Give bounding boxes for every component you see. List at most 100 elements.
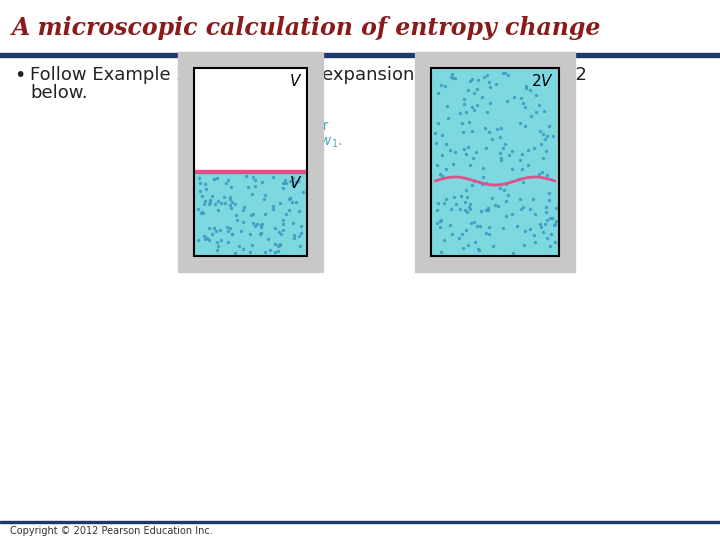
Point <box>269 239 281 248</box>
Point <box>497 69 508 77</box>
Point <box>450 73 462 82</box>
Point <box>199 179 211 188</box>
Point <box>211 246 222 254</box>
Point <box>434 217 446 226</box>
Text: Gas occupies: Gas occupies <box>200 105 292 119</box>
Point <box>462 85 474 94</box>
Point <box>209 174 220 183</box>
Point <box>203 199 215 208</box>
Point <box>483 222 495 231</box>
Point <box>460 226 472 234</box>
Point <box>464 200 476 208</box>
Point <box>453 234 464 243</box>
Point <box>446 73 457 82</box>
Point <box>531 91 542 99</box>
Point <box>438 236 449 245</box>
Point <box>541 131 552 140</box>
Point <box>455 192 467 201</box>
Point <box>472 85 483 94</box>
Point <box>240 172 251 180</box>
Text: (b): (b) <box>415 105 438 119</box>
Point <box>246 210 257 219</box>
Point <box>476 92 487 101</box>
Point <box>259 247 271 256</box>
Point <box>272 247 284 255</box>
Point <box>278 220 289 228</box>
Point <box>293 231 305 240</box>
Point <box>204 196 216 205</box>
Point <box>248 210 259 218</box>
Point <box>484 78 495 86</box>
Point <box>517 99 528 107</box>
Point <box>518 178 529 186</box>
Point <box>225 204 236 212</box>
Point <box>284 194 295 203</box>
Point <box>278 226 289 234</box>
Point <box>481 107 492 116</box>
Point <box>458 100 469 109</box>
Point <box>287 219 299 227</box>
Text: Follow Example 20.11 for a free expansion using Figure 20.22: Follow Example 20.11 for a free expansio… <box>30 66 587 84</box>
Point <box>534 127 546 136</box>
Point <box>194 179 205 188</box>
Point <box>197 208 209 217</box>
Point <box>226 230 238 239</box>
Point <box>480 124 491 132</box>
Point <box>447 160 459 168</box>
Point <box>515 205 526 213</box>
Text: (a): (a) <box>178 105 200 119</box>
Point <box>520 84 531 92</box>
Point <box>280 210 292 219</box>
Point <box>195 209 207 218</box>
Bar <box>194 172 307 256</box>
Point <box>202 234 213 243</box>
Point <box>242 183 253 191</box>
Point <box>431 161 443 170</box>
Point <box>489 200 500 209</box>
Point <box>238 202 250 211</box>
Point <box>522 145 534 154</box>
Point <box>459 198 471 206</box>
Point <box>222 176 234 184</box>
Point <box>438 198 449 207</box>
Point <box>514 119 526 127</box>
Point <box>293 207 305 215</box>
Point <box>516 150 528 158</box>
Text: of microstates = $w_1$.: of microstates = $w_1$. <box>200 133 343 151</box>
Point <box>231 216 243 225</box>
Point <box>196 207 207 216</box>
Point <box>224 201 235 210</box>
Text: Copyright © 2012 Pearson Education Inc.: Copyright © 2012 Pearson Education Inc. <box>10 526 212 536</box>
Point <box>445 205 456 214</box>
Point <box>541 233 553 242</box>
Point <box>274 199 285 207</box>
Point <box>474 221 486 230</box>
Text: volume 2V; number: volume 2V; number <box>437 119 574 133</box>
Point <box>431 218 442 227</box>
Point <box>290 197 302 206</box>
Point <box>469 238 481 247</box>
Point <box>256 222 267 231</box>
Point <box>546 214 558 222</box>
Point <box>284 176 296 185</box>
Point <box>478 73 490 82</box>
Point <box>497 144 508 152</box>
Point <box>463 203 474 212</box>
Point <box>292 177 303 185</box>
Bar <box>194 170 307 173</box>
Point <box>289 231 300 240</box>
Point <box>212 205 224 214</box>
Point <box>274 228 285 237</box>
Point <box>473 246 485 254</box>
Point <box>201 185 212 193</box>
Point <box>464 77 475 86</box>
Point <box>454 205 465 213</box>
Point <box>454 108 466 117</box>
Point <box>544 242 555 251</box>
Point <box>472 76 484 84</box>
Point <box>495 154 506 163</box>
Point <box>468 177 480 186</box>
Point <box>244 247 256 256</box>
Bar <box>194 68 307 256</box>
Point <box>233 241 244 250</box>
